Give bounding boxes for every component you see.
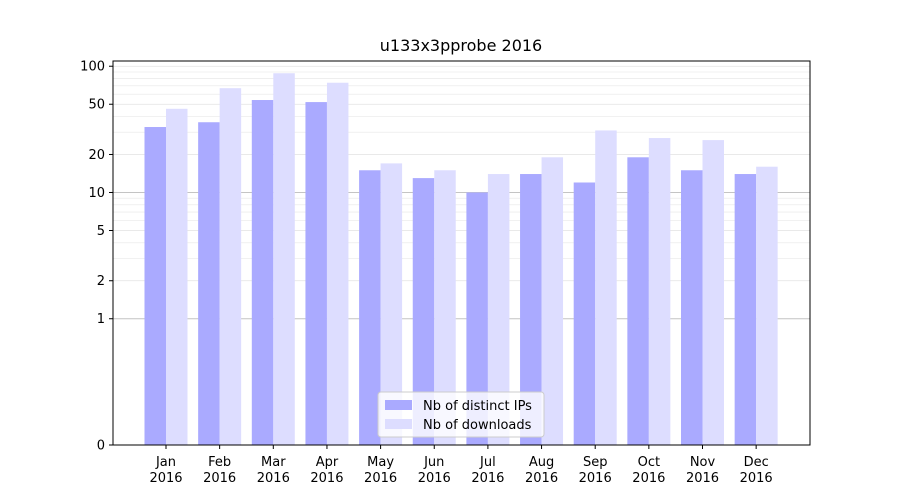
- chart-title: u133x3pprobe 2016: [380, 36, 542, 55]
- legend: Nb of distinct IPs Nb of downloads: [377, 391, 545, 438]
- bar: [520, 174, 542, 445]
- plot-frame: [112, 60, 811, 446]
- x-tick-label-year: 2016: [257, 471, 290, 486]
- x-tick-label-year: 2016: [579, 471, 612, 486]
- x-tick-label-month: Aug: [529, 455, 554, 470]
- bar: [487, 174, 510, 445]
- x-tick-label-year: 2016: [418, 471, 451, 486]
- bar: [273, 73, 295, 445]
- bar: [219, 88, 242, 445]
- y-tick-label: 1: [97, 312, 105, 327]
- x-tick-label-month: Jan: [155, 455, 176, 470]
- bar: [326, 82, 349, 445]
- x-tick-label-month: Nov: [690, 455, 716, 470]
- x-tick-label-month: Jun: [423, 455, 444, 470]
- bar: [412, 178, 435, 446]
- x-tick-label-month: Oct: [638, 455, 660, 470]
- x-tick-label-year: 2016: [471, 471, 504, 486]
- bar: [380, 163, 403, 445]
- y-tick-label: 5: [97, 224, 105, 239]
- bar: [734, 174, 757, 445]
- bar: [359, 170, 381, 445]
- bar: [144, 127, 166, 445]
- x-tick-label-year: 2016: [632, 471, 665, 486]
- bar: [627, 157, 649, 445]
- x-tick-label-year: 2016: [149, 471, 182, 486]
- legend-swatch: [385, 419, 412, 429]
- bar: [573, 182, 596, 445]
- bar: [702, 140, 724, 445]
- y-tick-label: 50: [88, 98, 105, 113]
- x-tick-label-year: 2016: [364, 471, 397, 486]
- legend-swatch: [385, 400, 412, 410]
- y-tick-label: 10: [88, 186, 105, 201]
- bar: [166, 108, 188, 445]
- bar: [434, 170, 456, 445]
- legend-label: Nb of downloads: [423, 418, 532, 433]
- bar: [595, 130, 617, 445]
- x-tick-label-year: 2016: [310, 471, 343, 486]
- bar: [756, 166, 778, 445]
- y-tick-label: 2: [97, 274, 105, 289]
- x-tick-label-month: Jul: [479, 455, 496, 470]
- bar: [648, 138, 671, 445]
- x-tick-label-month: Mar: [261, 455, 286, 470]
- bars: [144, 73, 778, 446]
- y-tick-label: 20: [88, 148, 105, 163]
- bar: [251, 100, 274, 445]
- x-tick-label-year: 2016: [203, 471, 236, 486]
- bar: [541, 157, 564, 445]
- bar: [681, 170, 703, 445]
- x-tick-label-month: Feb: [208, 455, 231, 470]
- axes: 0125102050100Jan2016Feb2016Mar2016Apr201…: [80, 60, 811, 486]
- bar: [305, 102, 327, 445]
- x-tick-label-year: 2016: [740, 471, 773, 486]
- bar: [198, 122, 220, 445]
- x-tick-label-month: May: [367, 455, 394, 470]
- x-tick-label-month: Dec: [744, 455, 769, 470]
- x-tick-label-year: 2016: [686, 471, 719, 486]
- legend-box: [377, 391, 545, 438]
- y-tick-label: 0: [97, 439, 105, 454]
- legend-label: Nb of distinct IPs: [423, 399, 532, 414]
- x-tick-label-month: Sep: [583, 455, 608, 470]
- x-tick-label-month: Apr: [316, 455, 339, 470]
- bar: [466, 192, 488, 445]
- x-tick-label-year: 2016: [525, 471, 558, 486]
- y-tick-label: 100: [80, 60, 105, 75]
